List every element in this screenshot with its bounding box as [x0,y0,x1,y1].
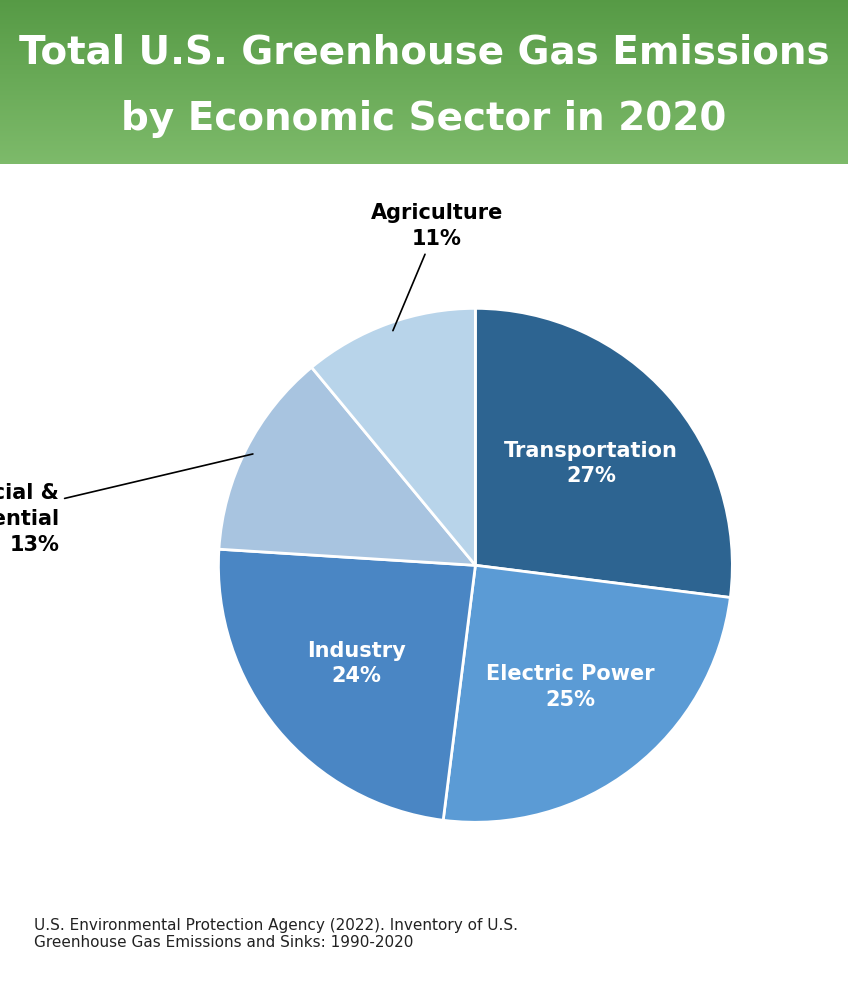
Text: Commercial &
Residential
13%: Commercial & Residential 13% [0,454,253,555]
Wedge shape [219,367,476,565]
Text: Transportation
27%: Transportation 27% [504,440,678,486]
Wedge shape [444,565,730,822]
Text: Total U.S. Greenhouse Gas Emissions: Total U.S. Greenhouse Gas Emissions [19,34,829,71]
Wedge shape [311,309,476,565]
Wedge shape [476,309,733,597]
Text: Electric Power
25%: Electric Power 25% [486,665,654,710]
Text: Agriculture
11%: Agriculture 11% [371,203,503,330]
Text: U.S. Environmental Protection Agency (2022). Inventory of U.S.
Greenhouse Gas Em: U.S. Environmental Protection Agency (20… [34,918,518,950]
Text: by Economic Sector in 2020: by Economic Sector in 2020 [121,100,727,139]
Wedge shape [219,550,476,820]
Text: Industry
24%: Industry 24% [307,641,406,686]
